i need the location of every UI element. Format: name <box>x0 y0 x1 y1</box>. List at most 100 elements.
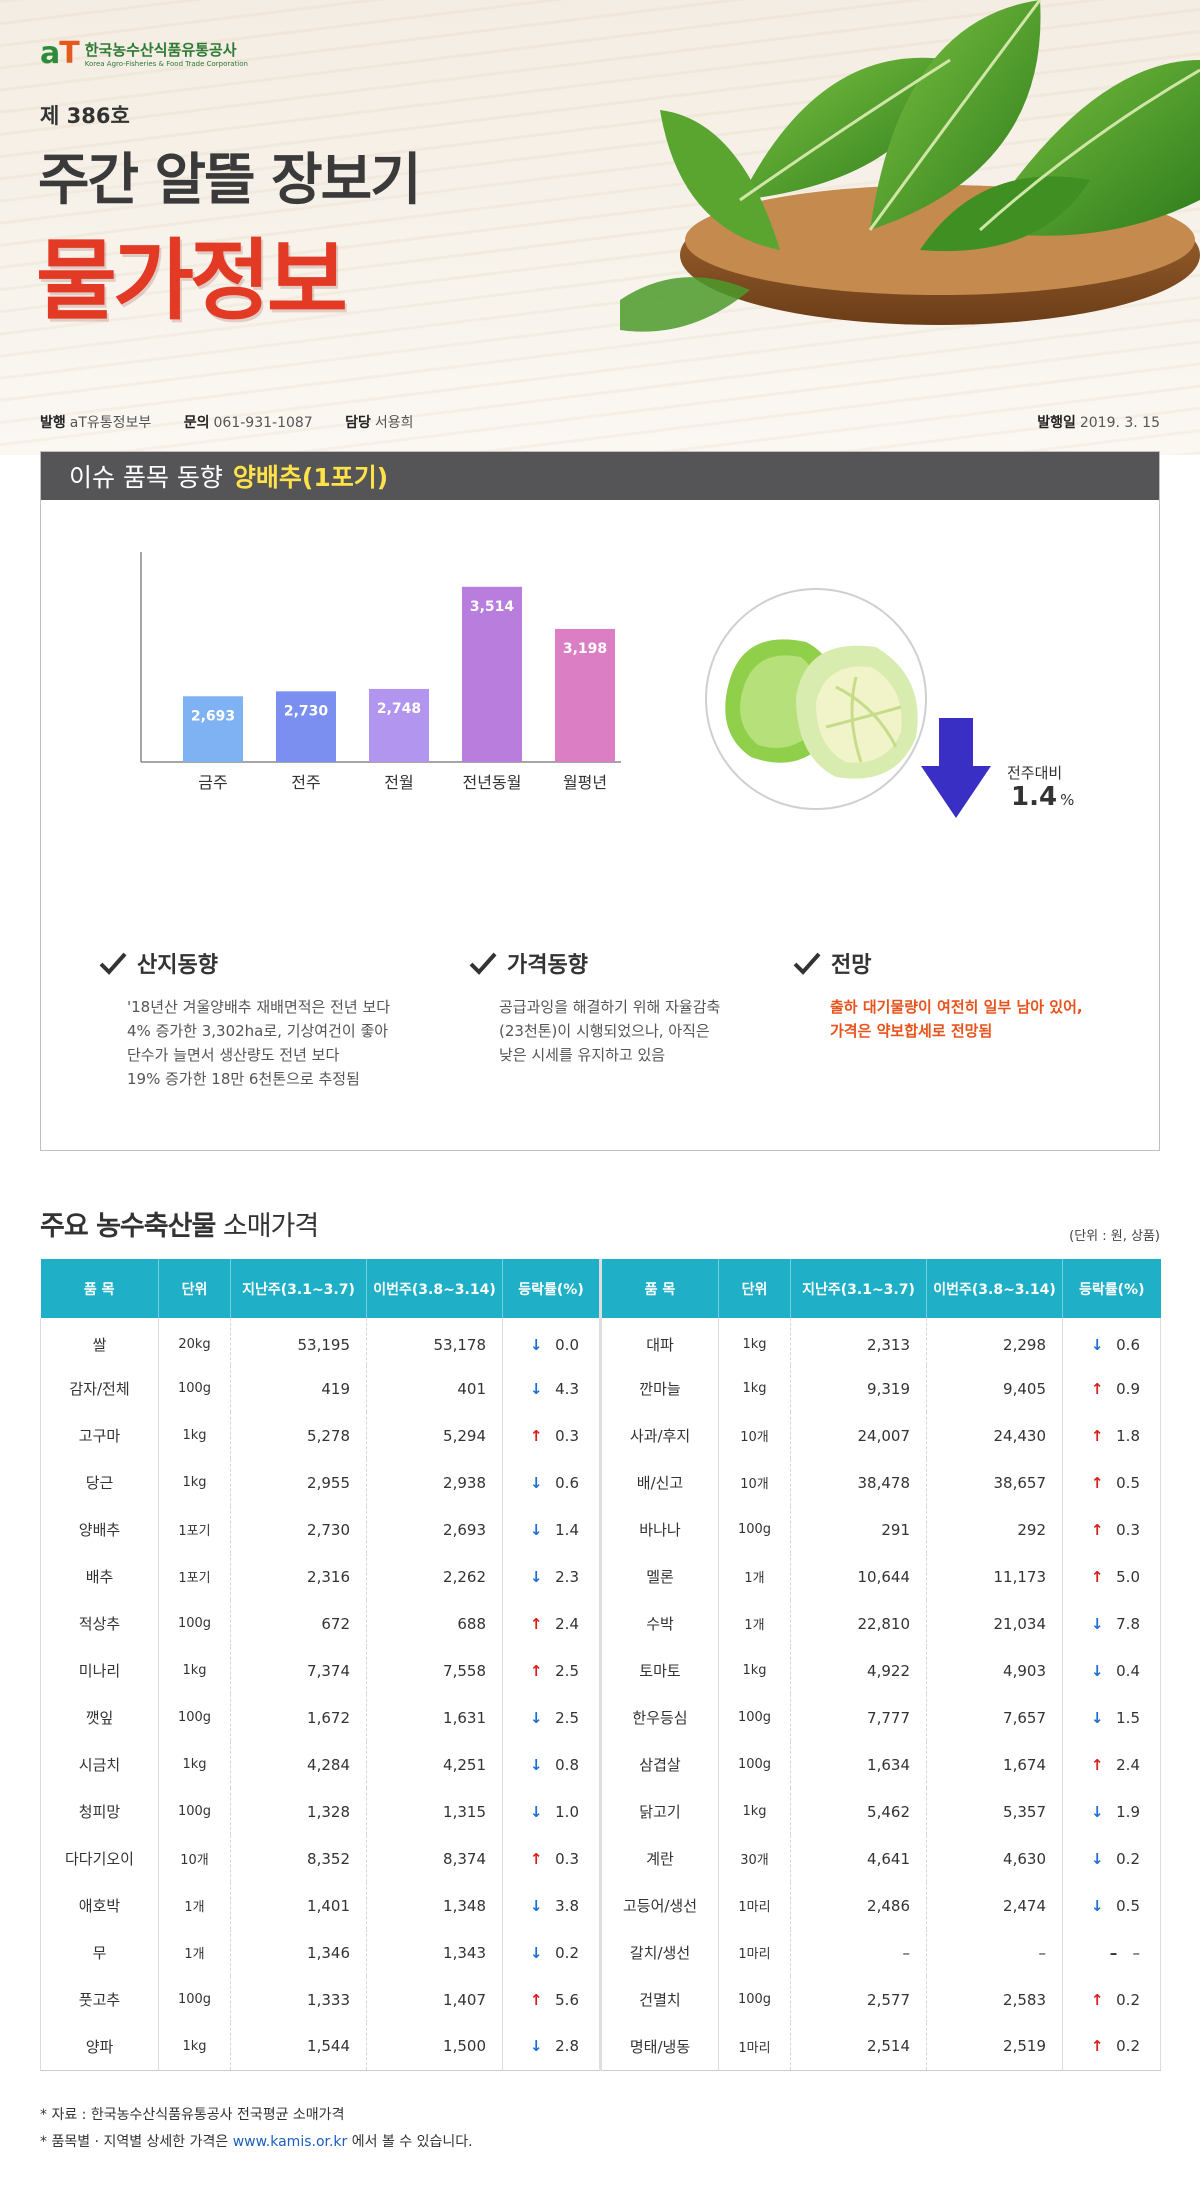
item-name: 사과/후지 <box>599 1412 719 1459</box>
change-rate: ↓ 4.3 <box>502 1365 601 1412</box>
item-name: 계란 <box>599 1835 719 1882</box>
last-week-price: 1,333 <box>230 1976 367 2023</box>
change-rate-value: 0.6 <box>1116 1335 1140 1354</box>
change-rate: ↑ 0.9 <box>1062 1365 1161 1412</box>
unit: 1kg <box>158 2023 231 2070</box>
table-row: 당근 1kg 2,955 2,938 ↓ 0.6 배/신고 10개 38,478 38,657 ↑ 0… <box>40 1459 1161 1506</box>
at-logo: aT 한국농수산식품유통공사 Korea Agro-Fisheries & Fo… <box>40 36 248 71</box>
item-name: 풋고추 <box>40 1976 159 2023</box>
kamis-link[interactable]: www.kamis.or.kr <box>232 2134 348 2150</box>
item-name: 쌀 <box>40 1318 159 1365</box>
arrow-up-icon: ↑ <box>1090 1473 1104 1492</box>
change-rate: ↓ 0.8 <box>502 1741 601 1788</box>
item-name: 깻잎 <box>40 1694 159 1741</box>
change-rate-value: 1.4 <box>555 1520 579 1539</box>
this-week-price: 292 <box>926 1506 1063 1553</box>
this-week-price: 7,657 <box>926 1694 1063 1741</box>
item-name: 대파 <box>599 1318 719 1365</box>
arrow-down-icon: ↓ <box>529 1473 543 1492</box>
change-rate-value: 0.9 <box>1116 1379 1140 1398</box>
change-rate: ↓ 7.8 <box>1062 1600 1161 1647</box>
unit: 30개 <box>718 1835 791 1882</box>
table-row: 감자/전체 100g 419 401 ↓ 4.3 깐마늘 1kg 9,319 9,405 ↑ 0.9 <box>40 1365 1161 1412</box>
price-title-bold: 주요 농수축산물 <box>40 1211 216 1242</box>
last-week-price: 1,346 <box>230 1929 367 1976</box>
at-logo-mark: aT <box>40 36 80 71</box>
unit: 1kg <box>158 1412 231 1459</box>
table-row: 양배추 1포기 2,730 2,693 ↓ 1.4 바나나 100g 291 292 ↑ 0.3 <box>40 1506 1161 1553</box>
item-name: 삼겹살 <box>599 1741 719 1788</box>
change-label: 전주대비 <box>1007 764 1063 782</box>
unit: 1마리 <box>718 2023 791 2070</box>
last-week-price: 5,462 <box>790 1788 927 1835</box>
this-week-price: 53,178 <box>366 1318 503 1365</box>
change-rate-value: 0.2 <box>1116 1990 1140 2009</box>
arrow-up-icon: ↑ <box>529 1426 543 1445</box>
change-rate-value: 0.2 <box>1116 2037 1140 2056</box>
change-rate: ↓ 1.0 <box>502 1788 601 1835</box>
bar-1 <box>276 691 336 762</box>
date-value: 2019. 3. 15 <box>1079 415 1160 431</box>
issue-item-section: 이슈 품목 동향 양배추(1포기) 2,693 금주 2,730 전주 2,748 전월 3… <box>40 451 1160 1151</box>
change-rate-value: 0.3 <box>555 1426 579 1445</box>
header-unit: 단위 <box>718 1259 791 1318</box>
unit: 100g <box>158 1694 231 1741</box>
item-name: 명태/냉동 <box>599 2023 719 2070</box>
header-item: 품 목 <box>599 1259 719 1318</box>
arrow-down-icon: ↓ <box>529 1335 543 1354</box>
change-rate-value: 1.9 <box>1116 1802 1140 1821</box>
this-week-price: 2,298 <box>926 1318 1063 1365</box>
arrow-down-icon: ↓ <box>1090 1614 1104 1633</box>
change-rate-value: 3.8 <box>555 1896 579 1915</box>
item-name: 무 <box>40 1929 159 1976</box>
this-week-price: 2,938 <box>366 1459 503 1506</box>
category-label: 전주 <box>291 773 320 792</box>
publisher-label: 발행 <box>40 415 66 431</box>
last-week-price: 8,352 <box>230 1835 367 1882</box>
check-icon <box>793 952 821 975</box>
column-price: 가격동향 공급과잉을 해결하기 위해 자율감축 (23천톤)이 시행되었으나, … <box>469 947 720 1067</box>
footnotes: * 자료 : 한국농수산식품유통공사 전국평균 소매가격 * 품목별 · 지역별… <box>40 2102 473 2156</box>
last-week-price: 4,922 <box>790 1647 927 1694</box>
column-body: '18년산 겨울양배추 재배면적은 전년 보다 4% 증가한 3,302ha로,… <box>127 995 390 1091</box>
item-name: 건멸치 <box>599 1976 719 2023</box>
arrow-down-icon: ↓ <box>529 1896 543 1915</box>
item-name: 당근 <box>40 1459 159 1506</box>
change-rate: ↓ 0.6 <box>502 1459 601 1506</box>
last-week-price: 53,195 <box>230 1318 367 1365</box>
this-week-price: 2,262 <box>366 1553 503 1600</box>
unit: 100g <box>158 1365 231 1412</box>
change-rate: ↑ 1.8 <box>1062 1412 1161 1459</box>
column-outlook: 전망 출하 대기물량이 여전히 일부 남아 있어, 가격은 약보합세로 전망됨 <box>793 947 1083 1043</box>
arrow-down-icon: ↓ <box>529 1943 543 1962</box>
change-rate: ↑ 2.5 <box>502 1647 601 1694</box>
hero-banner: aT 한국농수산식품유통공사 Korea Agro-Fisheries & Fo… <box>0 0 1200 455</box>
this-week-price: 1,674 <box>926 1741 1063 1788</box>
item-name: 토마토 <box>599 1647 719 1694</box>
header-unit: 단위 <box>158 1259 231 1318</box>
change-rate-value: 0.5 <box>1116 1896 1140 1915</box>
unit: 1kg <box>718 1788 791 1835</box>
item-name: 멜론 <box>599 1553 719 1600</box>
this-week-price: 1,631 <box>366 1694 503 1741</box>
item-name: 배추 <box>40 1553 159 1600</box>
arrow-down-icon: ↓ <box>529 1520 543 1539</box>
item-name: 바나나 <box>599 1506 719 1553</box>
unit: 10개 <box>718 1412 791 1459</box>
last-week-price: 2,955 <box>230 1459 367 1506</box>
unit: 100g <box>718 1694 791 1741</box>
arrow-up-icon: ↑ <box>529 1661 543 1680</box>
unit: 1포기 <box>158 1506 231 1553</box>
unit: 100g <box>158 1600 231 1647</box>
bar-3 <box>462 586 522 762</box>
change-rate-value: 2.5 <box>555 1708 579 1727</box>
table-row: 적상추 100g 672 688 ↑ 2.4 수박 1개 22,810 21,034 ↓ 7.8 <box>40 1600 1161 1647</box>
unit: 1kg <box>158 1741 231 1788</box>
last-week-price: 1,634 <box>790 1741 927 1788</box>
change-rate-value: 2.4 <box>1116 1755 1140 1774</box>
item-name: 미나리 <box>40 1647 159 1694</box>
last-week-price: 9,319 <box>790 1365 927 1412</box>
unit: 1마리 <box>718 1929 791 1976</box>
check-icon <box>99 952 127 975</box>
unit: 100g <box>158 1976 231 2023</box>
